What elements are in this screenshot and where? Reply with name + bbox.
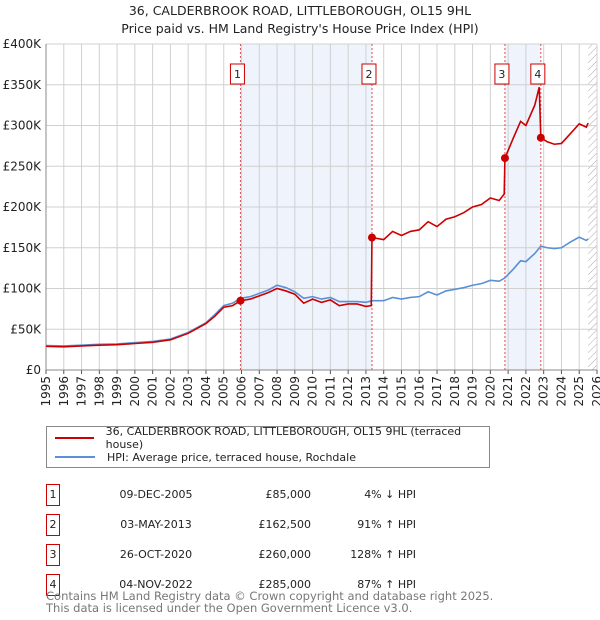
footer-copyright: Contains HM Land Registry data © Crown c…: [46, 589, 494, 603]
legend: 36, CALDERBROOK ROAD, LITTLEBOROUGH, OL1…: [46, 425, 490, 468]
transaction-row: 3 26-OCT-2020 £260,000 128% ↑ HPI: [46, 544, 446, 566]
x-tick-label: 2009: [288, 376, 302, 407]
transaction-hpi-diff: 91% ↑ HPI: [357, 518, 416, 531]
footer-licence: This data is licensed under the Open Gov…: [46, 601, 413, 615]
y-tick-label: £350K: [3, 78, 43, 92]
transaction-price: £260,000: [258, 548, 312, 561]
x-tick-label: 2008: [270, 376, 284, 407]
x-tick-label: 2013: [359, 376, 373, 407]
legend-label-property: 36, CALDERBROOK ROAD, LITTLEBOROUGH, OL1…: [105, 425, 462, 451]
transaction-hpi-diff: 4% ↓ HPI: [364, 488, 416, 501]
y-tick-label: £150K: [3, 241, 43, 255]
x-tick-label: 2026: [590, 376, 600, 407]
x-tick-label: 2011: [323, 376, 337, 407]
x-tick-label: 1996: [57, 376, 71, 407]
sale-label-box: [530, 63, 546, 85]
marker-badge: 3: [46, 544, 60, 566]
y-tick-label: £50K: [10, 322, 42, 336]
y-tick-label: £400K: [3, 37, 43, 51]
x-tick-label: 1998: [92, 376, 106, 407]
marker-badge: 2: [46, 514, 60, 536]
x-tick-label: 2007: [252, 376, 266, 407]
x-tick-label: 2001: [146, 376, 160, 407]
x-tick-label: 2022: [519, 376, 533, 407]
x-tick-label: 1999: [110, 376, 124, 407]
x-tick-label: 2021: [501, 376, 515, 407]
x-tick-label: 2006: [235, 376, 249, 407]
transaction-row: 1 09-DEC-2005 £85,000 4% ↓ HPI: [46, 484, 446, 506]
sale-point: [236, 296, 245, 305]
x-tick-label: 2020: [483, 376, 497, 407]
x-tick-label: 2018: [448, 376, 462, 407]
x-tick-label: 2003: [181, 376, 195, 407]
y-tick-label: £100K: [3, 282, 43, 296]
x-tick-label: 2012: [341, 376, 355, 407]
chart-subtitle: Price paid vs. HM Land Registry's House …: [121, 21, 478, 36]
x-tick-label: 2010: [306, 376, 320, 407]
transaction-row: 2 03-MAY-2013 £162,500 91% ↑ HPI: [46, 514, 446, 536]
sale-point: [536, 133, 545, 142]
x-tick-label: 2017: [430, 376, 444, 407]
x-tick-label: 2016: [412, 376, 426, 407]
sale-label: 3: [498, 68, 505, 81]
x-tick-label: 2004: [199, 376, 213, 407]
sale-label: 4: [534, 68, 541, 81]
x-tick-label: 2005: [217, 376, 231, 407]
legend-item-property: 36, CALDERBROOK ROAD, LITTLEBOROUGH, OL1…: [55, 425, 489, 451]
legend-label-hpi: HPI: Average price, terraced house, Roch…: [107, 450, 356, 464]
chart-title: 36, CALDERBROOK ROAD, LITTLEBOROUGH, OL1…: [129, 3, 471, 18]
x-tick-label: 2000: [128, 376, 142, 407]
x-tick-label: 2002: [163, 376, 177, 407]
sale-label-box: [229, 63, 245, 85]
x-tick-label: 2024: [554, 376, 568, 407]
transaction-hpi-diff: 87% ↑ HPI: [357, 578, 416, 591]
x-tick-label: 1997: [75, 376, 89, 407]
y-tick-label: £0: [26, 363, 41, 377]
marker-badge: 1: [46, 484, 60, 506]
transaction-row: 4 04-NOV-2022 £285,000 87% ↑ HPI: [46, 574, 446, 596]
transaction-date: 03-MAY-2013: [120, 518, 192, 531]
x-tick-label: 2014: [377, 376, 391, 407]
sale-label-box: [361, 63, 377, 85]
transaction-date: 26-OCT-2020: [119, 548, 193, 561]
transaction-price: £85,000: [265, 488, 312, 501]
x-tick-label: 2015: [394, 376, 408, 407]
legend-item-hpi: HPI: Average price, terraced house, Roch…: [55, 448, 356, 466]
x-tick-label: 2019: [466, 376, 480, 407]
x-tick-label: 1995: [39, 376, 53, 407]
transaction-price: £285,000: [258, 578, 312, 591]
sale-label: 1: [234, 68, 241, 81]
x-tick-label: 2025: [572, 376, 586, 407]
transaction-date: 04-NOV-2022: [119, 578, 193, 591]
sale-label-box: [494, 63, 510, 85]
price-chart: 36, CALDERBROOK ROAD, LITTLEBOROUGH, OL1…: [3, 3, 600, 407]
y-tick-label: £250K: [3, 159, 43, 173]
red-line-swatch: [55, 437, 94, 439]
transaction-price: £162,500: [258, 518, 312, 531]
y-tick-label: £200K: [3, 200, 43, 214]
transaction-date: 09-DEC-2005: [119, 488, 193, 501]
sale-label: 2: [365, 68, 372, 81]
transaction-hpi-diff: 128% ↑ HPI: [350, 548, 416, 561]
blue-line-swatch: [55, 456, 95, 458]
marker-badge: 4: [46, 574, 60, 596]
sale-point: [500, 154, 509, 163]
sale-point: [367, 233, 376, 242]
y-tick-label: £300K: [3, 119, 43, 133]
x-tick-label: 2023: [537, 376, 551, 407]
